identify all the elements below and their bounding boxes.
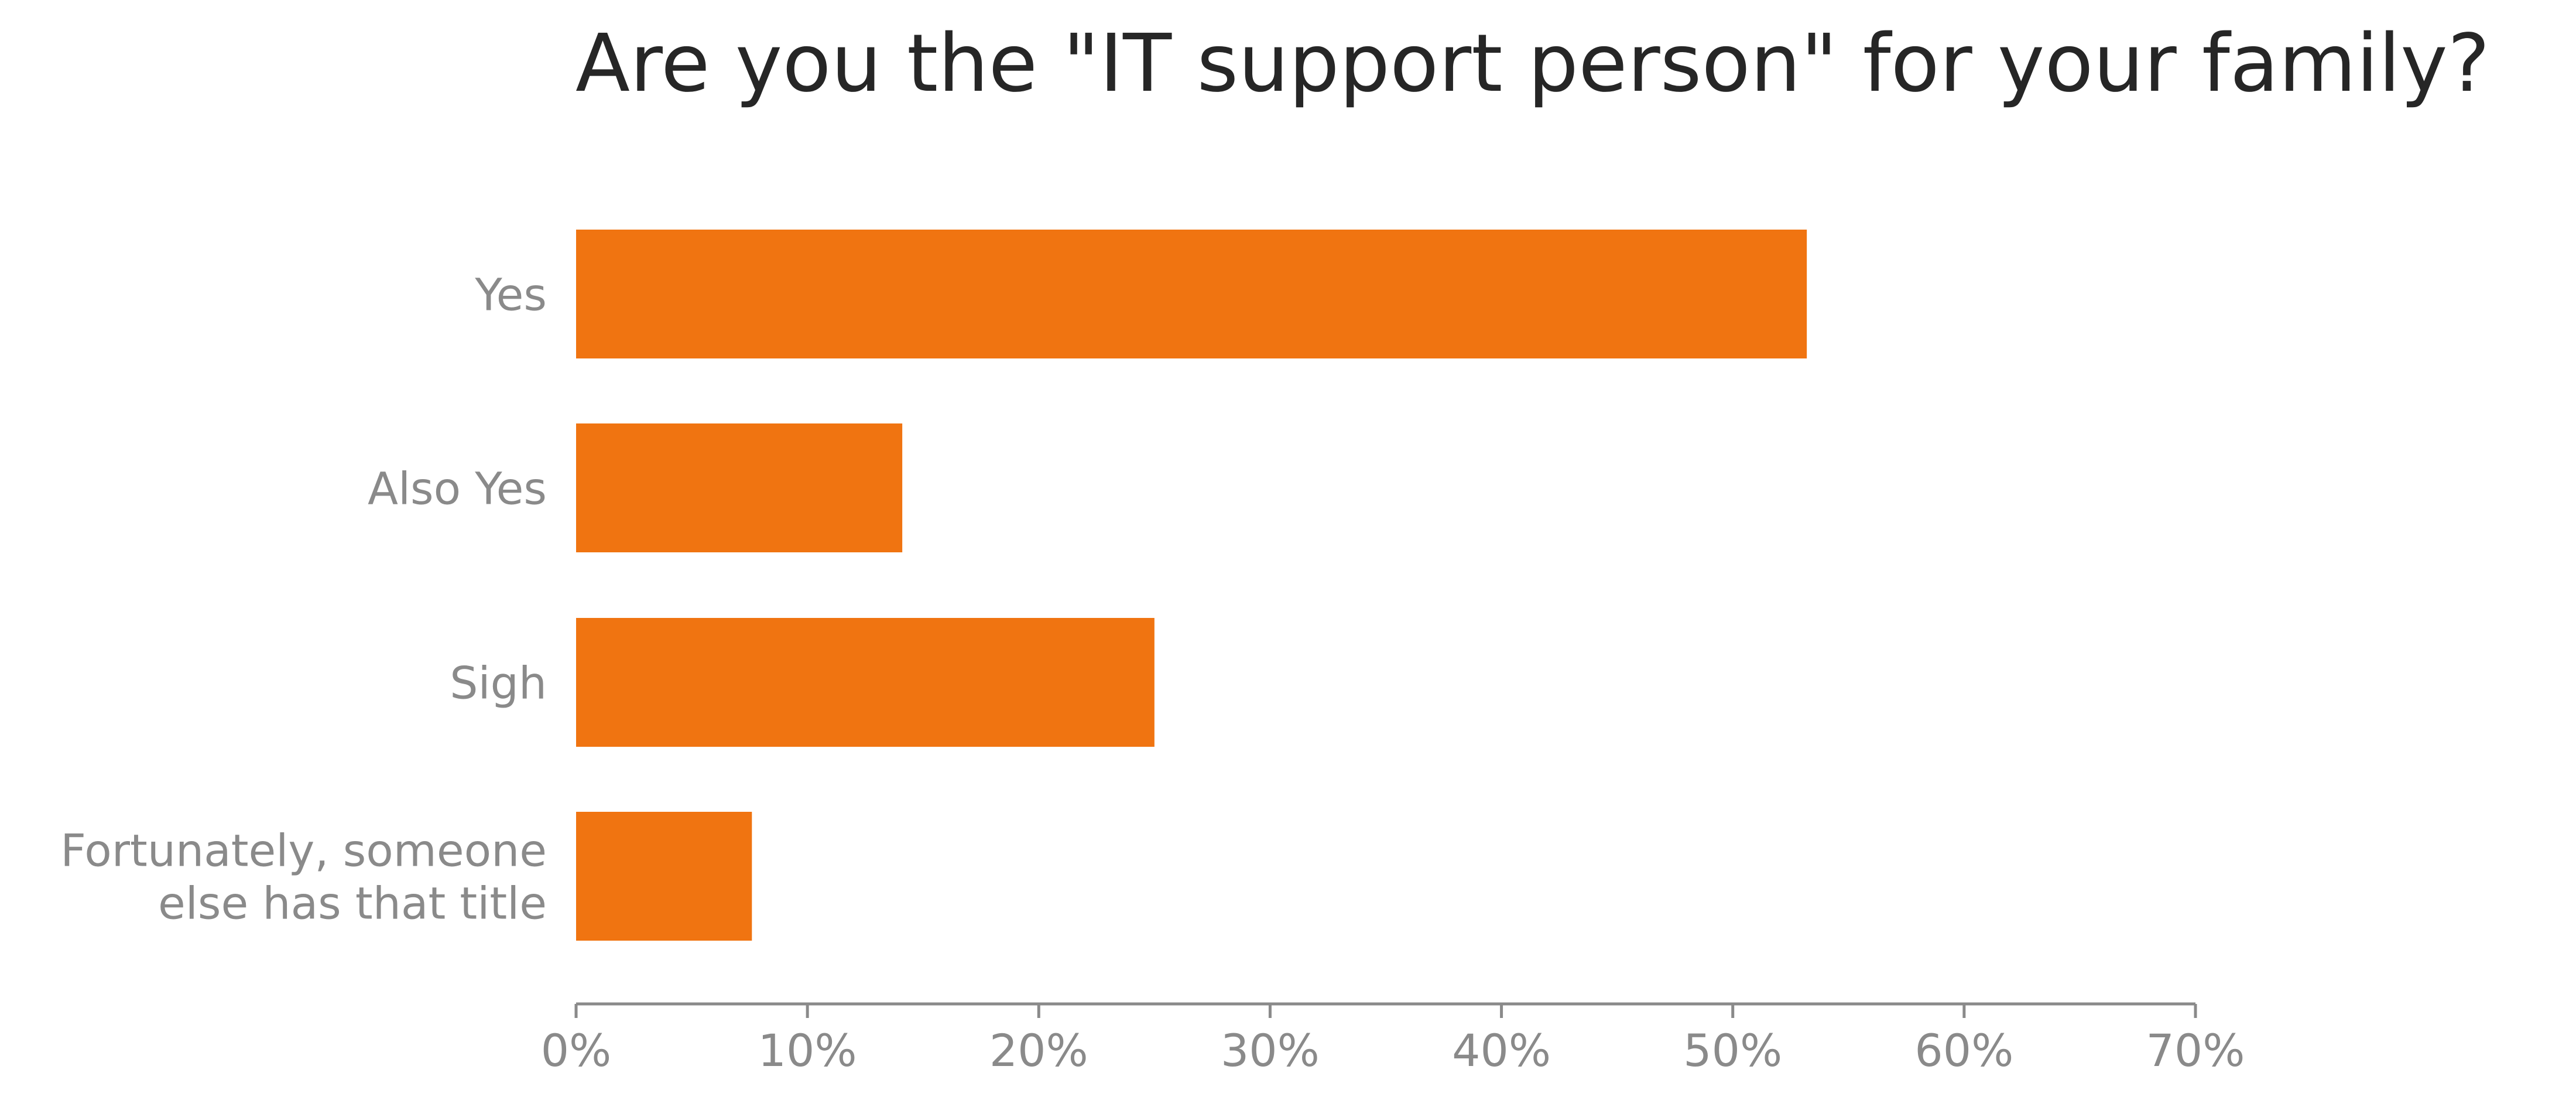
chart-title: Are you the "IT support person" for your… (576, 18, 2490, 110)
bar-0 (576, 230, 1807, 358)
x-tick-label: 50% (1683, 1024, 1782, 1077)
x-tick-label: 40% (1452, 1024, 1551, 1077)
bar-2 (576, 618, 1155, 747)
x-tick-label: 30% (1221, 1024, 1320, 1077)
x-tick-label: 20% (989, 1024, 1088, 1077)
category-label-2: Sigh (450, 657, 547, 709)
category-label-line: Sigh (450, 657, 547, 709)
category-label-line: else has that title (158, 877, 547, 929)
category-label-0: Yes (474, 268, 547, 320)
category-label-1: Also Yes (368, 462, 547, 514)
x-tick-label: 70% (2146, 1024, 2245, 1077)
x-tick-label: 0% (541, 1024, 612, 1077)
x-tick-label: 60% (1914, 1024, 2013, 1077)
category-label-line: Yes (474, 268, 547, 320)
bar-1 (576, 423, 903, 552)
x-tick-label: 10% (758, 1024, 857, 1077)
bar-3 (576, 812, 752, 941)
category-label-3: Fortunately, someone else has that title (60, 824, 547, 929)
category-label-line: Also Yes (368, 462, 547, 514)
category-label-line: Fortunately, someone (60, 824, 547, 876)
